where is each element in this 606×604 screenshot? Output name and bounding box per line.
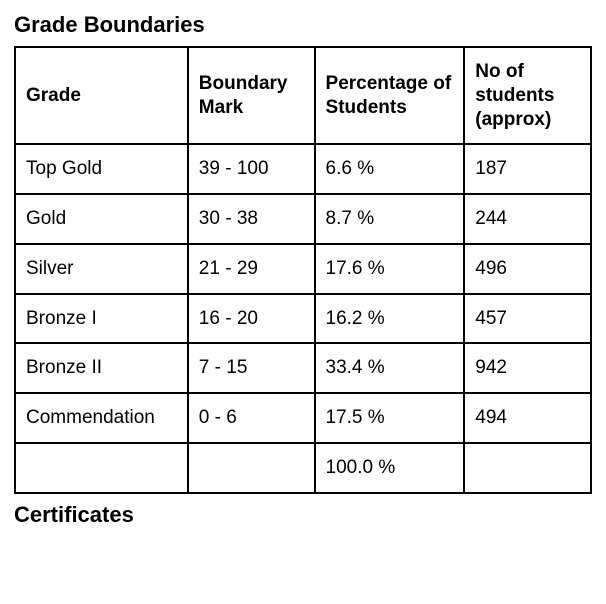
col-header-grade: Grade [15, 47, 188, 144]
cell-percentage: 16.2 % [315, 294, 465, 344]
cell-count: 244 [464, 194, 591, 244]
cell-percentage: 6.6 % [315, 144, 465, 194]
cell-count: 942 [464, 343, 591, 393]
table-row: Silver 21 - 29 17.6 % 496 [15, 244, 591, 294]
table-row: Bronze II 7 - 15 33.4 % 942 [15, 343, 591, 393]
cell-boundary: 30 - 38 [188, 194, 315, 244]
cell-percentage: 17.5 % [315, 393, 465, 443]
cell-count [464, 443, 591, 493]
grade-boundaries-table: Grade Boundary Mark Percentage of Studen… [14, 46, 592, 494]
cell-count: 496 [464, 244, 591, 294]
cell-boundary [188, 443, 315, 493]
cell-grade [15, 443, 188, 493]
col-header-no-students: No of students (approx) [464, 47, 591, 144]
cell-percentage: 17.6 % [315, 244, 465, 294]
section-title-certificates: Certificates [14, 502, 592, 528]
cell-grade: Bronze I [15, 294, 188, 344]
cell-grade: Bronze II [15, 343, 188, 393]
section-title-grade-boundaries: Grade Boundaries [14, 12, 592, 38]
col-header-boundary-mark: Boundary Mark [188, 47, 315, 144]
cell-grade: Top Gold [15, 144, 188, 194]
col-header-percentage: Percentage of Students [315, 47, 465, 144]
cell-count: 494 [464, 393, 591, 443]
cell-percentage: 33.4 % [315, 343, 465, 393]
cell-boundary: 16 - 20 [188, 294, 315, 344]
cell-grade: Silver [15, 244, 188, 294]
cell-boundary: 21 - 29 [188, 244, 315, 294]
cell-grade: Commendation [15, 393, 188, 443]
table-row: Top Gold 39 - 100 6.6 % 187 [15, 144, 591, 194]
table-row: Commendation 0 - 6 17.5 % 494 [15, 393, 591, 443]
table-row: Gold 30 - 38 8.7 % 244 [15, 194, 591, 244]
cell-count: 187 [464, 144, 591, 194]
cell-percentage: 100.0 % [315, 443, 465, 493]
table-row: Bronze I 16 - 20 16.2 % 457 [15, 294, 591, 344]
cell-boundary: 39 - 100 [188, 144, 315, 194]
cell-grade: Gold [15, 194, 188, 244]
cell-boundary: 7 - 15 [188, 343, 315, 393]
table-header-row: Grade Boundary Mark Percentage of Studen… [15, 47, 591, 144]
cell-boundary: 0 - 6 [188, 393, 315, 443]
cell-count: 457 [464, 294, 591, 344]
table-row-total: 100.0 % [15, 443, 591, 493]
cell-percentage: 8.7 % [315, 194, 465, 244]
